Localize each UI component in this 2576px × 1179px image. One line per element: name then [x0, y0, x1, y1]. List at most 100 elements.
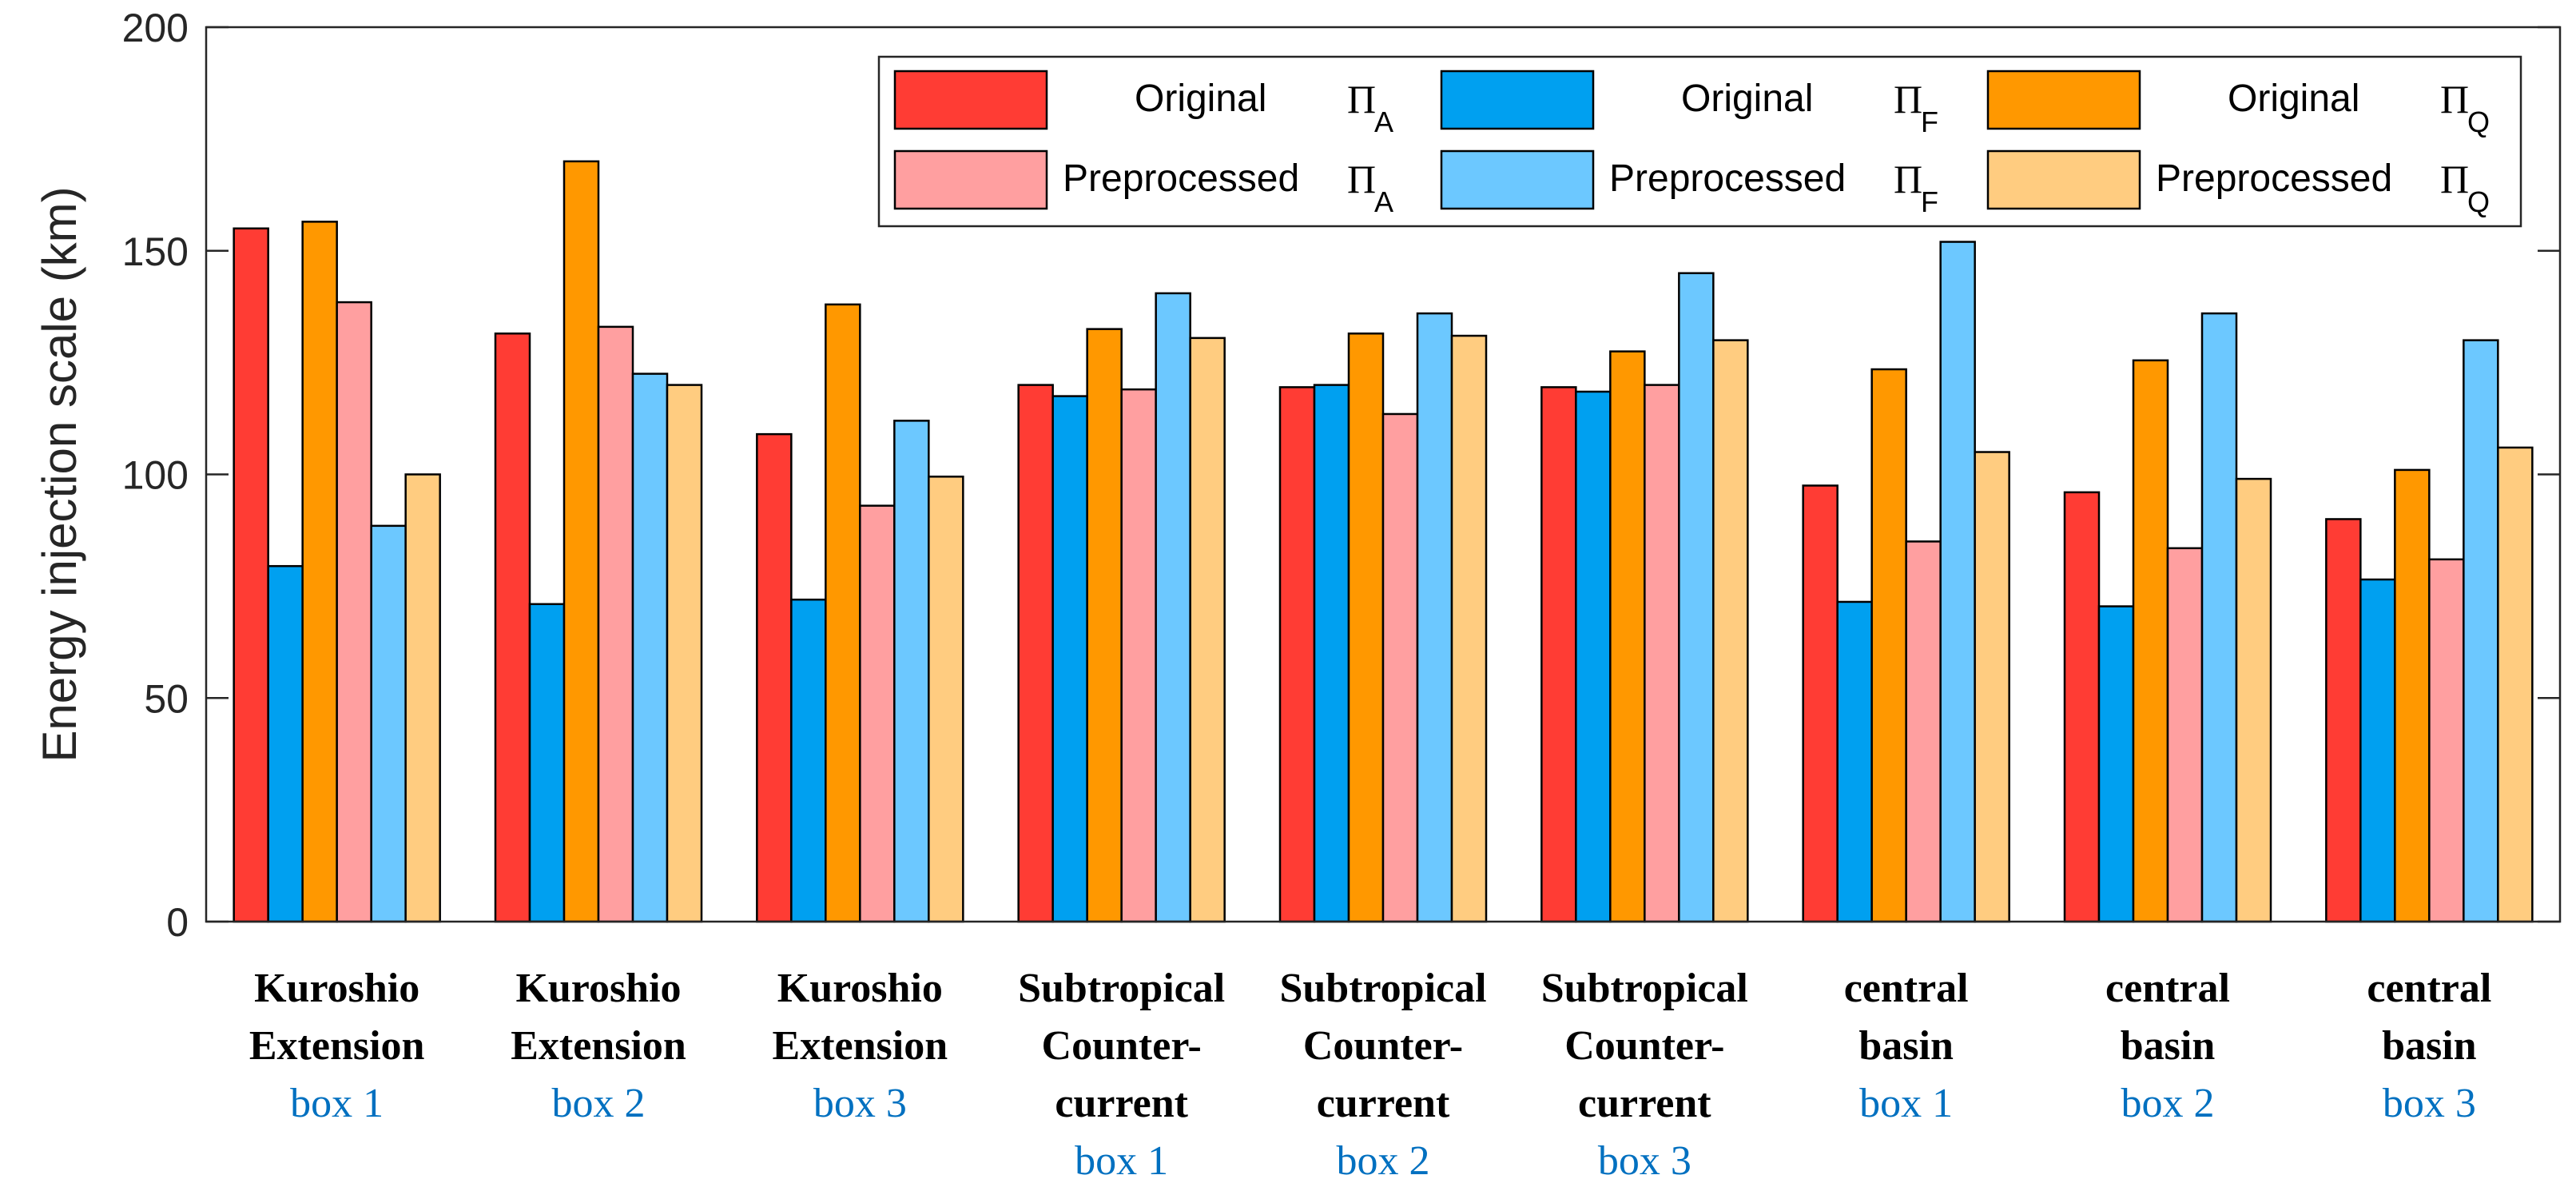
category-name-line: basin: [1858, 1023, 1954, 1069]
category-name-line: current: [1317, 1081, 1450, 1126]
bar-preprocessed-f-4: [1155, 292, 1191, 923]
bar-original-a-1: [233, 227, 269, 923]
bar-preprocessed-a-4: [1120, 388, 1157, 923]
legend-subscript: A: [1374, 106, 1393, 138]
category-label-4: Subtropical Counter-current box 1: [1018, 966, 1225, 1179]
y-tick-label: 150: [122, 229, 189, 274]
legend-label: Preprocessed: [1063, 157, 1299, 200]
bar-original-a-7: [1802, 484, 1839, 923]
category-label-1: Kuroshio Extension box 1: [249, 966, 425, 1126]
bar-original-a-5: [1278, 386, 1316, 923]
bar-preprocessed-a-7: [1905, 540, 1942, 923]
bar-original-q-5: [1347, 333, 1385, 923]
category-name-line: Kuroshio: [254, 966, 419, 1011]
legend-item-original-f: Original ΠF: [1440, 70, 1938, 138]
legend-subscript: A: [1374, 185, 1393, 218]
y-tick-label: 100: [122, 453, 189, 498]
y-axis-label: Energy injection scale (km): [33, 186, 86, 762]
category-name-line: Subtropical: [1541, 966, 1748, 1011]
bar-original-q-7: [1870, 368, 1907, 923]
bar-original-q-8: [2132, 359, 2169, 923]
bar-preprocessed-a-5: [1381, 412, 1419, 923]
legend-item-preprocessed-q: Preprocessed ΠQ: [1986, 149, 2490, 218]
category-name-line: Kuroshio: [515, 966, 681, 1011]
category-name-line: basin: [2121, 1023, 2216, 1069]
bar-original-f-7: [1836, 600, 1873, 923]
bar-original-q-6: [1609, 350, 1646, 923]
legend-item-preprocessed-f: Preprocessed ΠF: [1440, 149, 1938, 218]
bar-preprocessed-q-7: [1974, 451, 2010, 923]
legend-swatch: [893, 149, 1048, 210]
category-name-line: Counter-: [1303, 1023, 1463, 1069]
bar-preprocessed-f-7: [1939, 241, 1976, 923]
legend-symbol: Π: [2440, 157, 2469, 201]
category-box-label: box 3: [2383, 1081, 2476, 1126]
legend-swatch: [1986, 70, 2141, 130]
bar-preprocessed-a-6: [1644, 384, 1680, 923]
bar-preprocessed-q-3: [928, 476, 964, 923]
category-name-line: Counter-: [1564, 1023, 1724, 1069]
legend-label: Preprocessed: [2156, 157, 2392, 200]
legend-subscript: F: [1921, 106, 1938, 138]
y-tick-label: 0: [166, 900, 189, 945]
category-name-line: Subtropical: [1279, 966, 1486, 1011]
category-box-label: box 2: [552, 1081, 646, 1126]
category-box-label: box 3: [1598, 1138, 1691, 1179]
bar-preprocessed-a-2: [597, 325, 634, 923]
bar-original-a-2: [494, 333, 531, 923]
category-name-line: Extension: [773, 1023, 948, 1069]
category-label-5: Subtropical Counter-current box 2: [1279, 966, 1486, 1179]
category-box-label: box 2: [1337, 1138, 1430, 1179]
bar-original-f-4: [1051, 395, 1088, 923]
category-label-3: Kuroshio Extension box 3: [773, 966, 948, 1126]
bars: [233, 160, 2534, 923]
category-name-line: basin: [2382, 1023, 2477, 1069]
category-label-6: Subtropical Counter-current box 3: [1541, 966, 1748, 1179]
category-name-line: Subtropical: [1018, 966, 1225, 1011]
category-label-8: central basin box 2: [2105, 966, 2230, 1126]
category-name-line: current: [1055, 1081, 1188, 1126]
legend-symbol: Π: [1894, 77, 1922, 121]
bar-preprocessed-a-8: [2166, 547, 2204, 923]
bar-original-f-3: [790, 598, 827, 923]
legend-symbol: Π: [1347, 77, 1376, 121]
bar-preprocessed-q-9: [2497, 446, 2534, 923]
bar-preprocessed-a-3: [859, 504, 896, 923]
legend-swatch: [1986, 149, 2141, 210]
legend-subscript: F: [1921, 185, 1938, 218]
legend-item-original-q: Original ΠQ: [1986, 70, 2490, 138]
category-box-label: box 2: [2121, 1081, 2215, 1126]
legend-symbol: Π: [1347, 157, 1376, 201]
bar-preprocessed-q-5: [1450, 334, 1488, 923]
category-name-line: central: [2367, 966, 2491, 1011]
bar-preprocessed-f-9: [2463, 339, 2499, 923]
category-name-line: Extension: [249, 1023, 425, 1069]
legend-label: Original: [2228, 78, 2359, 120]
category-label-7: central basin box 1: [1844, 966, 1969, 1126]
category-label-2: Kuroshio Extension box 2: [511, 966, 686, 1126]
bar-original-q-2: [563, 160, 600, 923]
bar-original-a-8: [2063, 491, 2101, 923]
y-tick-label: 50: [144, 676, 189, 721]
bar-preprocessed-q-8: [2235, 477, 2272, 923]
category-name-line: Extension: [511, 1023, 686, 1069]
bar-original-a-6: [1540, 386, 1577, 923]
category-box-label: box 3: [813, 1081, 907, 1126]
bar-original-f-6: [1575, 390, 1612, 923]
legend-item-original-a: Original ΠA: [893, 70, 1393, 138]
legend-label: Original: [1135, 78, 1266, 120]
bar-preprocessed-a-9: [2428, 558, 2465, 923]
legend-item-preprocessed-a: Preprocessed ΠA: [893, 149, 1393, 218]
bar-preprocessed-f-3: [893, 420, 930, 923]
bar-preprocessed-q-2: [666, 384, 703, 923]
bar-preprocessed-f-8: [2200, 312, 2238, 923]
bar-original-q-9: [2394, 468, 2431, 923]
legend-swatch: [1440, 70, 1595, 130]
bar-preprocessed-q-1: [404, 473, 441, 923]
bar-preprocessed-f-6: [1678, 272, 1715, 923]
legend-swatch: [893, 70, 1048, 130]
bar-original-q-4: [1086, 328, 1123, 923]
bar-preprocessed-f-2: [631, 372, 669, 923]
bar-original-f-5: [1313, 384, 1350, 923]
